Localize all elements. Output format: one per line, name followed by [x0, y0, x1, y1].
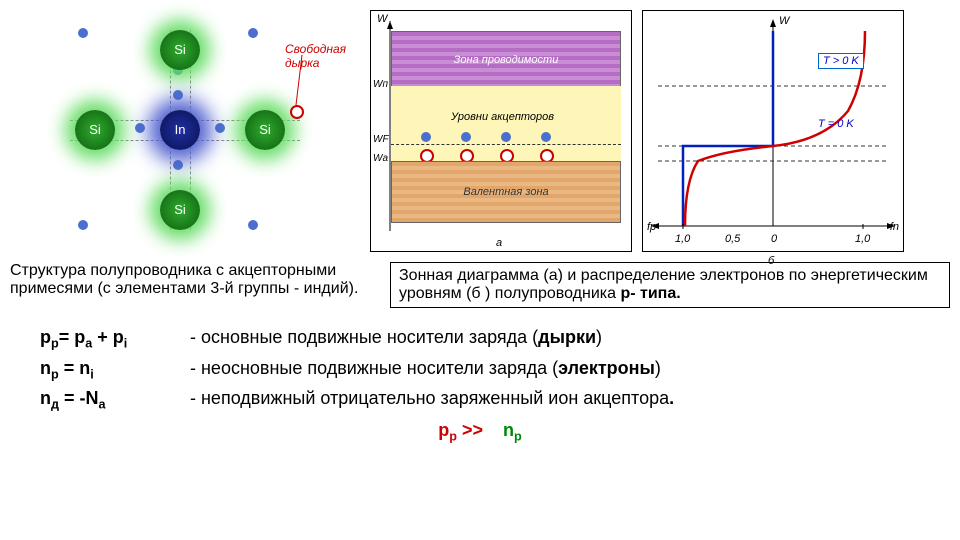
wa-label: Wа [373, 153, 388, 164]
sub-a: a [496, 237, 502, 249]
caption-left: Структура полупроводника с акцепторными … [10, 262, 370, 308]
fn-label: fn [890, 221, 899, 233]
eq2-lhs: np = ni [40, 354, 190, 385]
distribution-diagram: W T > 0 K T = 0 K fp fn 1,0 0,5 1,0 0 б [642, 10, 904, 252]
si-atom-right: Si [245, 110, 285, 150]
si-atom-bottom: Si [160, 190, 200, 230]
eq3-lhs: nд = -Nа [40, 384, 190, 415]
valence-zone: Валентная зона [391, 161, 621, 223]
sub-b: б [768, 255, 774, 267]
t-gt-0: T > 0 K [818, 53, 864, 69]
wf-label: WF [373, 134, 389, 145]
fp-label: fp [647, 221, 656, 233]
wp-label: Wп [373, 79, 388, 90]
final-inequality: pp >> np [10, 420, 950, 444]
eq2-rhs: - неосновные подвижные носители заряда (… [190, 354, 661, 385]
eq3-rhs: - неподвижный отрицательно заряженный ио… [190, 384, 674, 415]
si-atom-left: Si [75, 110, 115, 150]
band-diagram: Зона проводимости Уровни акцепторов Вале… [370, 10, 632, 252]
caption-right: Зонная диаграмма (а) и распределение эле… [390, 262, 950, 308]
w-label: W [779, 15, 789, 27]
atom-structure-diagram: Si Si Si Si In Свободная дырка [10, 10, 350, 250]
eq1-lhs: pp= pа + pi [40, 323, 190, 354]
eq1-rhs: - основные подвижные носители заряда (ды… [190, 323, 602, 354]
t-eq-0: T = 0 K [818, 118, 854, 130]
si-atom-top: Si [160, 30, 200, 70]
conduction-zone: Зона проводимости [391, 31, 621, 88]
in-atom-center: In [160, 110, 200, 150]
acceptor-label: Уровни акцепторов [451, 111, 554, 123]
equations-block: pp= pа + pi - основные подвижные носител… [40, 323, 950, 415]
